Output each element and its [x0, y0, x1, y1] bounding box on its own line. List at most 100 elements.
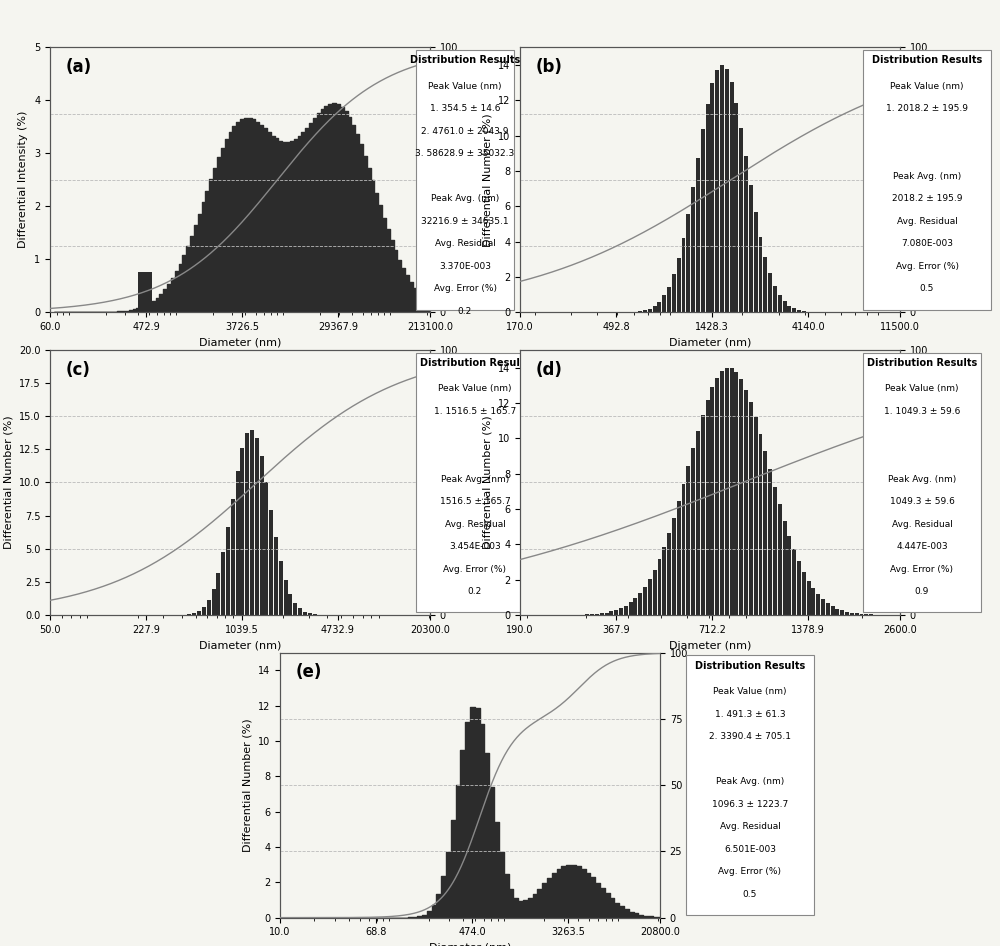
Bar — [802, 311, 806, 312]
Bar — [600, 613, 604, 615]
Bar — [619, 608, 623, 615]
Bar — [672, 517, 676, 615]
Bar — [787, 306, 791, 312]
Text: 0.2: 0.2 — [468, 587, 482, 596]
Bar — [715, 377, 719, 615]
Text: 1. 2018.2 ± 195.9: 1. 2018.2 ± 195.9 — [886, 104, 968, 114]
Text: Avg. Residual: Avg. Residual — [435, 239, 495, 249]
Bar — [202, 606, 206, 615]
Bar — [638, 311, 642, 312]
Bar — [807, 581, 811, 615]
Bar — [648, 579, 652, 615]
Text: (a): (a) — [65, 58, 91, 76]
Text: Peak Avg. (nm): Peak Avg. (nm) — [888, 475, 956, 483]
X-axis label: Diameter (nm): Diameter (nm) — [199, 338, 281, 347]
Bar — [710, 83, 714, 312]
Bar — [706, 104, 710, 312]
Bar — [744, 156, 748, 312]
Bar — [802, 571, 806, 615]
Y-axis label: Cumulative Number (%): Cumulative Number (%) — [934, 415, 944, 550]
Text: (c): (c) — [65, 360, 90, 378]
Bar — [730, 82, 734, 312]
Text: Peak Value (nm): Peak Value (nm) — [438, 384, 512, 394]
Bar — [609, 611, 613, 615]
Bar — [744, 390, 748, 615]
Bar — [783, 520, 787, 615]
Bar — [643, 587, 647, 615]
Y-axis label: Differential Number (%): Differential Number (%) — [3, 415, 13, 550]
Text: Avg. Residual: Avg. Residual — [897, 217, 957, 226]
Bar — [216, 573, 220, 615]
Y-axis label: Differential Number (%): Differential Number (%) — [242, 718, 252, 852]
Bar — [696, 430, 700, 615]
Bar — [279, 561, 283, 615]
Text: Distribution Results: Distribution Results — [420, 358, 530, 368]
Bar — [763, 257, 767, 312]
Bar — [826, 604, 830, 615]
Bar — [725, 69, 729, 312]
Bar — [768, 469, 772, 615]
Bar — [240, 447, 244, 615]
Bar — [816, 594, 820, 615]
Bar — [605, 612, 609, 615]
Bar — [701, 414, 705, 615]
Y-axis label: Cumulative Intensity(%): Cumulative Intensity(%) — [464, 112, 474, 248]
Bar — [657, 302, 661, 312]
Bar — [303, 612, 307, 615]
Bar — [715, 70, 719, 312]
Bar — [710, 388, 714, 615]
FancyBboxPatch shape — [863, 50, 991, 309]
Bar — [231, 499, 235, 615]
Bar — [284, 580, 288, 615]
Y-axis label: Differential Number (%): Differential Number (%) — [482, 415, 492, 550]
Bar — [739, 379, 743, 615]
Bar — [759, 236, 762, 312]
Bar — [792, 308, 796, 312]
Bar — [682, 237, 685, 312]
Bar — [778, 504, 782, 615]
Text: 2. 3390.4 ± 705.1: 2. 3390.4 ± 705.1 — [709, 732, 791, 742]
Bar — [138, 272, 152, 312]
Text: Distribution Results: Distribution Results — [872, 55, 982, 65]
Bar — [221, 552, 225, 615]
Text: Avg. Residual: Avg. Residual — [445, 519, 505, 529]
Bar — [835, 608, 839, 615]
Text: 1. 1049.3 ± 59.6: 1. 1049.3 ± 59.6 — [884, 407, 960, 416]
Bar — [633, 599, 637, 615]
Bar — [192, 613, 196, 615]
Bar — [797, 561, 801, 615]
Bar — [754, 417, 758, 615]
Bar — [648, 308, 652, 312]
Text: Peak Avg. (nm): Peak Avg. (nm) — [893, 172, 961, 181]
Text: 4.447E-003: 4.447E-003 — [896, 542, 948, 552]
FancyBboxPatch shape — [863, 353, 981, 612]
Text: 6.501E-003: 6.501E-003 — [724, 845, 776, 854]
Bar — [298, 608, 302, 615]
Text: 2018.2 ± 195.9: 2018.2 ± 195.9 — [892, 194, 962, 203]
Text: Peak Avg. (nm): Peak Avg. (nm) — [441, 475, 509, 483]
Text: 1096.3 ± 1223.7: 1096.3 ± 1223.7 — [712, 799, 788, 809]
Bar — [245, 433, 249, 615]
Bar — [749, 185, 753, 312]
Bar — [773, 286, 777, 312]
Bar — [288, 594, 292, 615]
Text: Peak Value (nm): Peak Value (nm) — [713, 687, 787, 696]
Bar — [677, 258, 681, 312]
Text: 32216.9 ± 34635.1: 32216.9 ± 34635.1 — [421, 217, 509, 226]
Bar — [763, 451, 767, 615]
Bar — [754, 212, 758, 312]
Bar — [255, 438, 259, 615]
Bar — [783, 302, 787, 312]
Bar — [706, 400, 710, 615]
Bar — [595, 614, 599, 615]
Bar — [274, 537, 278, 615]
Bar — [672, 274, 676, 312]
Text: Avg. Error (%): Avg. Error (%) — [718, 867, 782, 876]
Bar — [269, 510, 273, 615]
Bar — [260, 456, 264, 615]
Bar — [691, 186, 695, 312]
Bar — [653, 570, 657, 615]
FancyBboxPatch shape — [686, 656, 814, 915]
Text: 0.5: 0.5 — [743, 890, 757, 899]
Text: 7.080E-003: 7.080E-003 — [901, 239, 953, 249]
